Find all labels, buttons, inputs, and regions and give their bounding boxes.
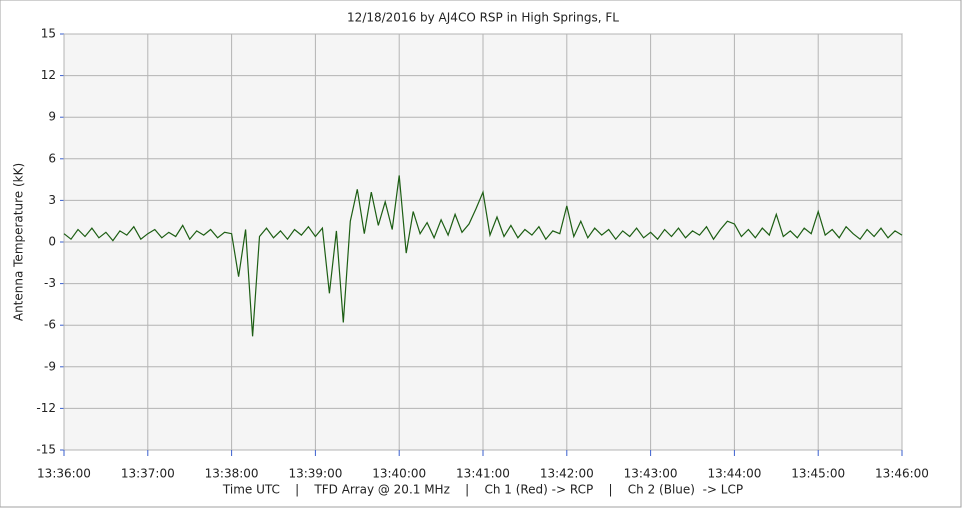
chart-title: 12/18/2016 by AJ4CO RSP in High Springs,… xyxy=(347,11,619,25)
x-tick-label: 13:44:00 xyxy=(707,467,761,481)
y-axis-label: Antenna Temperature (kK) xyxy=(12,163,26,321)
x-axis-label: Time UTC | TFD Array @ 20.1 MHz | Ch 1 (… xyxy=(222,483,743,497)
x-tick-label: 13:46:00 xyxy=(875,467,929,481)
y-tick-label: 3 xyxy=(48,193,56,207)
x-tick-label: 13:45:00 xyxy=(791,467,845,481)
x-tick-label: 13:37:00 xyxy=(121,467,175,481)
y-tick-label: 0 xyxy=(48,235,56,249)
y-tick-label: -12 xyxy=(36,401,56,415)
x-tick-label: 13:42:00 xyxy=(540,467,594,481)
y-tick-label: 12 xyxy=(41,68,56,82)
x-tick-label: 13:36:00 xyxy=(37,467,91,481)
y-tick-label: 6 xyxy=(48,151,56,165)
x-tick-label: 13:40:00 xyxy=(372,467,426,481)
y-tick-label: 9 xyxy=(48,110,56,124)
x-tick-label: 13:39:00 xyxy=(288,467,342,481)
y-tick-label: 15 xyxy=(41,27,56,41)
x-tick-label: 13:43:00 xyxy=(624,467,678,481)
x-tick-label: 13:41:00 xyxy=(456,467,510,481)
data-line xyxy=(63,175,903,337)
x-tick-label: 13:38:00 xyxy=(205,467,259,481)
y-tick-label: -9 xyxy=(44,359,56,373)
y-tick-label: -15 xyxy=(36,443,56,457)
y-tick-label: -3 xyxy=(44,276,56,290)
y-tick-label: -6 xyxy=(44,318,56,332)
